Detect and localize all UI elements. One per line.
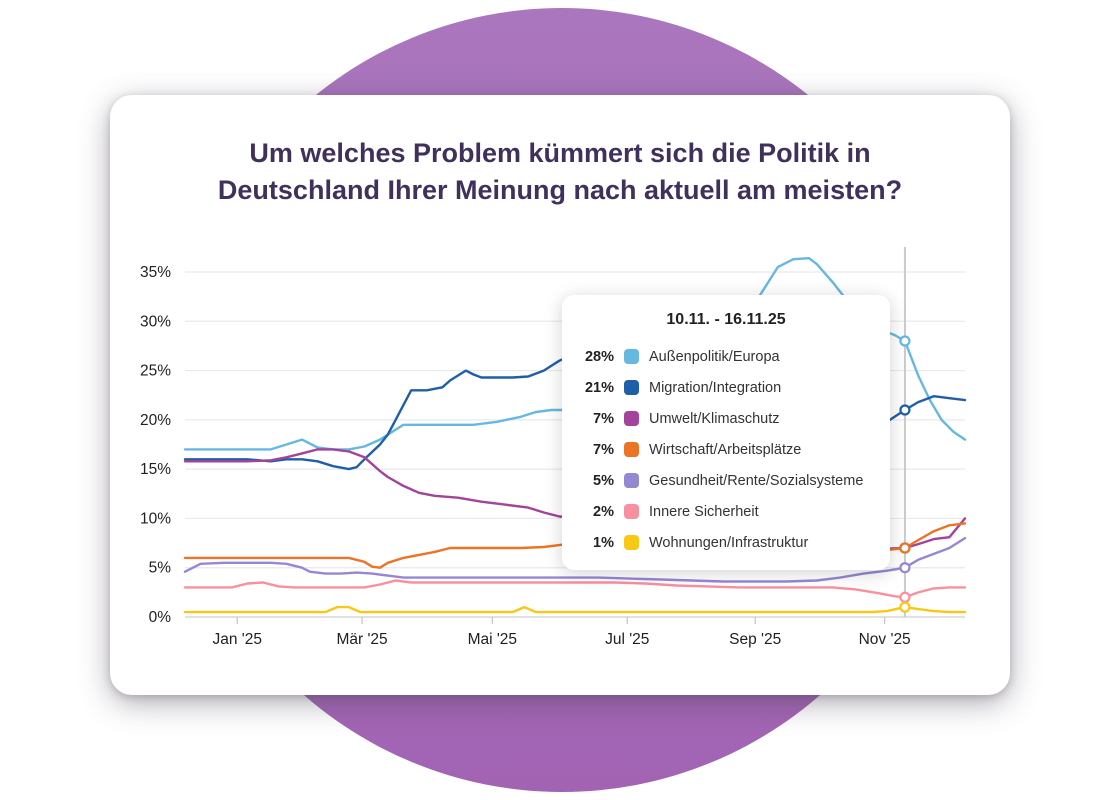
y-axis-label: 0% xyxy=(149,609,172,626)
y-axis-label: 10% xyxy=(140,510,171,527)
tooltip-row: 1% Wohnungen/Infrastruktur xyxy=(580,527,872,558)
series-color-swatch xyxy=(624,473,639,488)
tooltip-row-value: 28% xyxy=(584,348,614,365)
page-title: Um welches Problem kümmert sich die Poli… xyxy=(180,135,940,209)
series-line[interactable] xyxy=(183,536,967,583)
tooltip-row-label: Innere Sicherheit xyxy=(649,503,759,520)
tooltip-row-label: Migration/Integration xyxy=(649,379,782,396)
x-axis-label: Mai '25 xyxy=(468,631,517,648)
tooltip-row-value: 5% xyxy=(593,472,614,489)
hover-marker xyxy=(899,591,911,603)
tooltip-row-value: 7% xyxy=(593,410,614,427)
y-axis-label: 20% xyxy=(140,412,171,429)
series-color-swatch xyxy=(624,380,639,395)
tooltip-rows: 28% Außenpolitik/Europa 21% Migration/Integ… xyxy=(580,341,872,558)
series-color-swatch xyxy=(624,535,639,550)
chart-tooltip: 10.11. - 16.11.25 28% Außenpolitik/Europa… xyxy=(562,295,890,570)
line-chart[interactable]: 0% 5% 10% 15% 20% 25% 30% 35% Jan '25 Mär '25 Mai … xyxy=(110,215,1010,685)
tooltip-row: 7% Umwelt/Klimaschutz xyxy=(580,403,872,434)
series-color-swatch xyxy=(624,504,639,519)
tooltip-row-label: Gesundheit/Rente/Sozialsysteme xyxy=(649,472,864,489)
y-axis-label: 35% xyxy=(140,264,171,281)
tooltip-row-label: Wirtschaft/Arbeitsplätze xyxy=(649,441,802,458)
x-axis-label: Mär '25 xyxy=(336,631,387,648)
tooltip-row: 5% Gesundheit/Rente/Sozialsysteme xyxy=(580,465,872,496)
x-axis-label: Jul '25 xyxy=(605,631,649,648)
x-axis-label: Jan '25 xyxy=(213,631,263,648)
series-line[interactable] xyxy=(183,579,967,599)
tooltip-row-value: 21% xyxy=(584,379,614,396)
tooltip-row-value: 1% xyxy=(593,534,614,551)
series-line[interactable] xyxy=(183,605,967,614)
y-axis-label: 15% xyxy=(140,461,171,478)
hover-marker xyxy=(899,335,911,347)
x-axis-label: Sep '25 xyxy=(729,631,781,648)
tooltip-row-value: 7% xyxy=(593,441,614,458)
series-color-swatch xyxy=(624,442,639,457)
hover-marker xyxy=(899,562,911,574)
tooltip-row-value: 2% xyxy=(593,503,614,520)
series-color-swatch xyxy=(624,411,639,426)
tooltip-row: 28% Außenpolitik/Europa xyxy=(580,341,872,372)
series-color-swatch xyxy=(624,349,639,364)
tooltip-row: 21% Migration/Integration xyxy=(580,372,872,403)
tooltip-row: 2% Innere Sicherheit xyxy=(580,496,872,527)
chart-card: Um welches Problem kümmert sich die Poli… xyxy=(110,95,1010,695)
y-axis-label: 30% xyxy=(140,313,171,330)
hover-marker xyxy=(899,404,911,416)
page-title-line2: Deutschland Ihrer Meinung nach aktuell a… xyxy=(217,175,903,205)
tooltip-date-range: 10.11. - 16.11.25 xyxy=(666,311,786,328)
tooltip-row: 7% Wirtschaft/Arbeitsplätze xyxy=(580,434,872,465)
tooltip-row-label: Außenpolitik/Europa xyxy=(649,348,780,365)
page-title-line1: Um welches Problem kümmert sich die Poli… xyxy=(249,138,871,168)
tooltip-row-label: Umwelt/Klimaschutz xyxy=(649,410,780,427)
hover-marker xyxy=(899,542,911,554)
hover-marker xyxy=(899,601,911,613)
x-axis-label: Nov '25 xyxy=(859,631,911,648)
tooltip-row-label: Wohnungen/Infrastruktur xyxy=(649,534,809,551)
y-axis-label: 25% xyxy=(140,363,171,380)
y-axis-label: 5% xyxy=(149,560,172,577)
